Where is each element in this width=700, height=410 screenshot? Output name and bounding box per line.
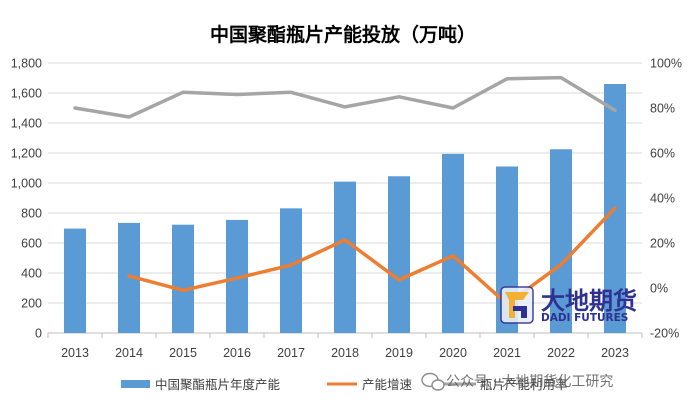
left-axis-tick-label: 800 [21,207,42,221]
bar [388,176,410,333]
right-axis-tick-label: 20% [650,237,675,251]
bar [118,222,140,333]
right-axis-tick-label: 40% [650,192,675,206]
legend-label-capacity: 中国聚酯瓶片年度产能 [155,377,281,392]
legend-label-utilization: 瓶片产能利用率 [480,377,568,392]
x-axis-tick-label: 2016 [223,346,251,360]
line-series [73,75,617,306]
bar [442,153,464,333]
bar [64,228,86,333]
left-axis-tick-label: 1,800 [11,57,42,71]
x-axis-tick-label: 2013 [61,346,89,360]
dadi-futures-logo: 大地期货 DADI FUTURES [500,286,637,324]
dadi-logo-icon [500,286,534,324]
right-axis-tick-label: 0% [650,282,668,296]
bar [280,208,302,333]
x-axis-tick-label: 2014 [115,346,143,360]
right-axis-ticks: -20% 0% 20% 40% 60% 80% 100% [650,57,682,341]
bar [550,149,572,333]
logo-english-name: DADI FUTURES [541,312,628,324]
legend-label-growth: 产能增速 [362,377,413,392]
left-axis-tick-label: 1,600 [11,87,42,101]
right-axis-tick-label: 80% [650,102,675,116]
x-axis-ticks: 2013 2014 2015 2016 2017 2018 2019 2020 2021 2022… [61,346,629,360]
x-axis-tick-label: 2021 [493,346,521,360]
x-axis-tick-label: 2019 [385,346,413,360]
x-axis-tick-label: 2020 [439,346,467,360]
x-axis-tick-label: 2015 [169,346,197,360]
right-axis-tick-label: 60% [650,147,675,161]
bar [172,224,194,333]
utilization-rate-line [73,75,617,119]
logo-chinese-name: 大地期货 [541,287,637,315]
right-axis-tick-label: 100% [650,57,682,71]
left-axis-ticks: 0 200 400 600 800 1,000 1,200 1,400 1,600 1,800 [11,57,42,341]
legend-swatch-capacity [121,380,150,388]
watermark-account: 公众号 · 大地期货化工研究 [446,373,613,390]
left-axis-tick-label: 0 [35,327,42,341]
bar [334,181,356,333]
left-axis-tick-label: 400 [21,267,42,281]
left-axis-tick-label: 200 [21,297,42,311]
growth-rate-line [127,206,617,306]
left-axis-tick-label: 1,200 [11,147,42,161]
right-axis-tick-label: -20% [650,327,679,341]
x-axis-tick-label: 2023 [601,346,629,360]
x-axis-tick-label: 2018 [331,346,359,360]
left-axis-tick-label: 1,400 [11,117,42,131]
left-axis-tick-label: 600 [21,237,42,251]
wechat-watermark: 公众号 · 大地期货化工研究 [421,372,613,391]
wechat-icon [421,372,445,391]
legend: 中国聚酯瓶片年度产能 产能增速 瓶片产能利用率 [121,377,568,392]
left-axis-tick-label: 1,000 [11,177,42,191]
x-axis-tick-label: 2017 [277,346,305,360]
x-axis-tick-label: 2022 [547,346,575,360]
chart-title: 中国聚酯瓶片产能投放（万吨） [210,23,476,46]
